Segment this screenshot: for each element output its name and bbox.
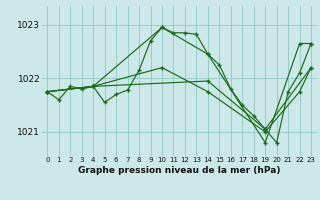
X-axis label: Graphe pression niveau de la mer (hPa): Graphe pression niveau de la mer (hPa) xyxy=(78,166,280,175)
